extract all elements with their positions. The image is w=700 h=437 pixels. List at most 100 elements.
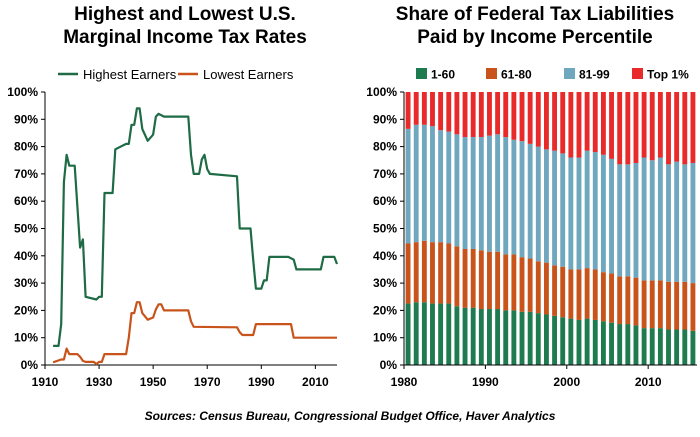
bar-segment-top-1pct-2007 — [625, 92, 631, 165]
bar-segment-top-1pct-1983 — [430, 92, 435, 127]
bar-segment-81-99-2011 — [657, 157, 663, 281]
bar-segment-1-60-2014 — [682, 329, 688, 365]
bar-segment-1-60-2009 — [641, 328, 647, 365]
bar-segment-61-80-2004 — [600, 272, 606, 322]
bar-segment-81-99-1981 — [413, 124, 419, 243]
bar-segment-1-60-1980 — [405, 303, 411, 365]
right-x-tick-label: 2000 — [553, 375, 580, 389]
left-x-tick-label: 1950 — [140, 375, 167, 389]
bar-segment-1-60-2003 — [592, 319, 598, 365]
left-x-tick-label: 1970 — [194, 375, 221, 389]
bar-segment-61-80-2005 — [609, 273, 614, 323]
bar-segment-81-99-1986 — [454, 134, 460, 247]
tax-share-bar-chart: 0% 10% 20% 30% 40% 50% 60% 70% 80% 90% 100% 1980 199… — [366, 68, 697, 389]
bar-segment-top-1pct-1999 — [560, 92, 566, 154]
bar-segment-61-80-2007 — [625, 276, 631, 325]
bar-segment-81-99-2005 — [609, 158, 614, 274]
bar-segment-81-99-1985 — [446, 131, 452, 244]
bar-segment-1-60-1985 — [446, 303, 452, 365]
bar-segment-61-80-1998 — [552, 265, 558, 316]
right-legend-label: Top 1% — [647, 68, 689, 82]
bar-segment-top-1pct-1997 — [543, 92, 549, 150]
bar-segment-61-80-1994 — [519, 257, 525, 312]
bar-segment-top-1pct-1980 — [405, 92, 411, 129]
bar-segment-top-1pct-1989 — [478, 92, 484, 138]
bar-segment-81-99-1983 — [430, 126, 435, 243]
series-line-highest-earners — [53, 107, 339, 347]
right-legend-swatch — [632, 68, 643, 79]
source-note: Sources: Census Bureau, Congressional Bu… — [144, 409, 556, 423]
bar-segment-top-1pct-1984 — [438, 92, 444, 131]
right-chart-title-line2: Paid by Income Percentile — [417, 27, 653, 48]
bar-segment-top-1pct-1993 — [511, 92, 517, 140]
bar-segment-61-80-1993 — [511, 254, 517, 311]
right-legend-swatch — [486, 68, 497, 79]
left-x-tick-label: 2010 — [302, 375, 329, 389]
bar-segment-top-1pct-2000 — [568, 92, 574, 158]
bar-segment-1-60-2015 — [690, 330, 696, 366]
right-legend-label: 1-60 — [431, 68, 455, 82]
bar-segment-1-60-2007 — [625, 324, 631, 365]
bar-segment-top-1pct-1995 — [527, 92, 533, 144]
tax-rates-line-chart: 0% 10% 20% 30% 40% 50% 60% 70% 80% 90% 100% 1910 193… — [7, 67, 339, 389]
bar-segment-61-80-1983 — [430, 242, 435, 304]
bar-segment-61-80-2013 — [674, 281, 680, 330]
left-y-tick-label: 50% — [14, 222, 38, 236]
bar-segment-81-99-2010 — [649, 160, 655, 281]
bar-segment-1-60-2002 — [584, 318, 590, 365]
bar-segment-1-60-2005 — [609, 322, 614, 365]
bar-segment-61-80-1984 — [438, 242, 444, 304]
right-legend-label: 61-80 — [501, 68, 532, 82]
bar-segment-81-99-1991 — [495, 134, 501, 252]
right-y-tick-label: 50% — [373, 222, 397, 236]
bar-segment-61-80-1999 — [560, 266, 566, 318]
left-y-tick-label: 60% — [14, 194, 38, 208]
bar-segment-61-80-1981 — [413, 242, 419, 303]
bar-segment-81-99-2004 — [600, 154, 606, 273]
bar-segment-top-1pct-2008 — [633, 92, 639, 163]
bar-segment-61-80-1982 — [421, 240, 427, 303]
bar-segment-top-1pct-2012 — [666, 92, 671, 165]
bar-segment-61-80-2011 — [657, 280, 663, 329]
bar-segment-top-1pct-2011 — [657, 92, 663, 158]
bar-segment-61-80-1986 — [454, 246, 460, 307]
bar-segment-1-60-2011 — [657, 328, 663, 365]
bar-segment-1-60-2004 — [600, 321, 606, 365]
bar-segment-top-1pct-2001 — [576, 92, 582, 158]
bar-segment-61-80-1987 — [462, 248, 468, 308]
bar-segment-81-99-1996 — [535, 146, 541, 262]
bar-segment-1-60-1988 — [470, 307, 476, 365]
left-chart-title-line2: Marginal Income Tax Rates — [63, 27, 307, 48]
bar-segment-top-1pct-1991 — [495, 92, 501, 135]
left-legend-label: Highest Earners — [83, 67, 177, 82]
bar-segment-81-99-1988 — [470, 137, 476, 249]
bar-segment-61-80-2012 — [666, 281, 671, 330]
bar-segment-1-60-1987 — [462, 307, 468, 365]
bar-segment-81-99-1989 — [478, 137, 484, 251]
bar-segment-81-99-1995 — [527, 143, 533, 259]
right-legend-swatch — [564, 68, 575, 79]
bar-segment-top-1pct-1987 — [462, 92, 468, 138]
bar-segment-81-99-1980 — [405, 128, 411, 244]
bar-segment-1-60-1981 — [413, 302, 419, 365]
bar-segment-1-60-1989 — [478, 309, 484, 365]
right-y-tick-label: 60% — [373, 194, 397, 208]
bar-segment-61-80-1980 — [405, 243, 411, 304]
bar-segment-top-1pct-1986 — [454, 92, 460, 135]
bar-segment-top-1pct-1982 — [421, 92, 427, 125]
bar-segment-top-1pct-2004 — [600, 92, 606, 155]
bar-segment-61-80-1995 — [527, 258, 533, 312]
bar-segment-1-60-1984 — [438, 303, 444, 365]
bar-segment-81-99-2007 — [625, 164, 631, 277]
bar-segment-81-99-2013 — [674, 161, 680, 282]
left-y-tick-label: 10% — [14, 331, 38, 345]
bar-segment-1-60-1993 — [511, 310, 517, 365]
left-y-tick-label: 80% — [14, 140, 38, 154]
bar-segment-81-99-2008 — [633, 162, 639, 278]
bar-segment-81-99-2006 — [617, 164, 623, 277]
bar-segment-61-80-2003 — [592, 269, 598, 320]
bar-segment-81-99-1999 — [560, 153, 566, 267]
bar-segment-61-80-2015 — [690, 283, 696, 331]
bar-segment-top-1pct-1994 — [519, 92, 525, 142]
